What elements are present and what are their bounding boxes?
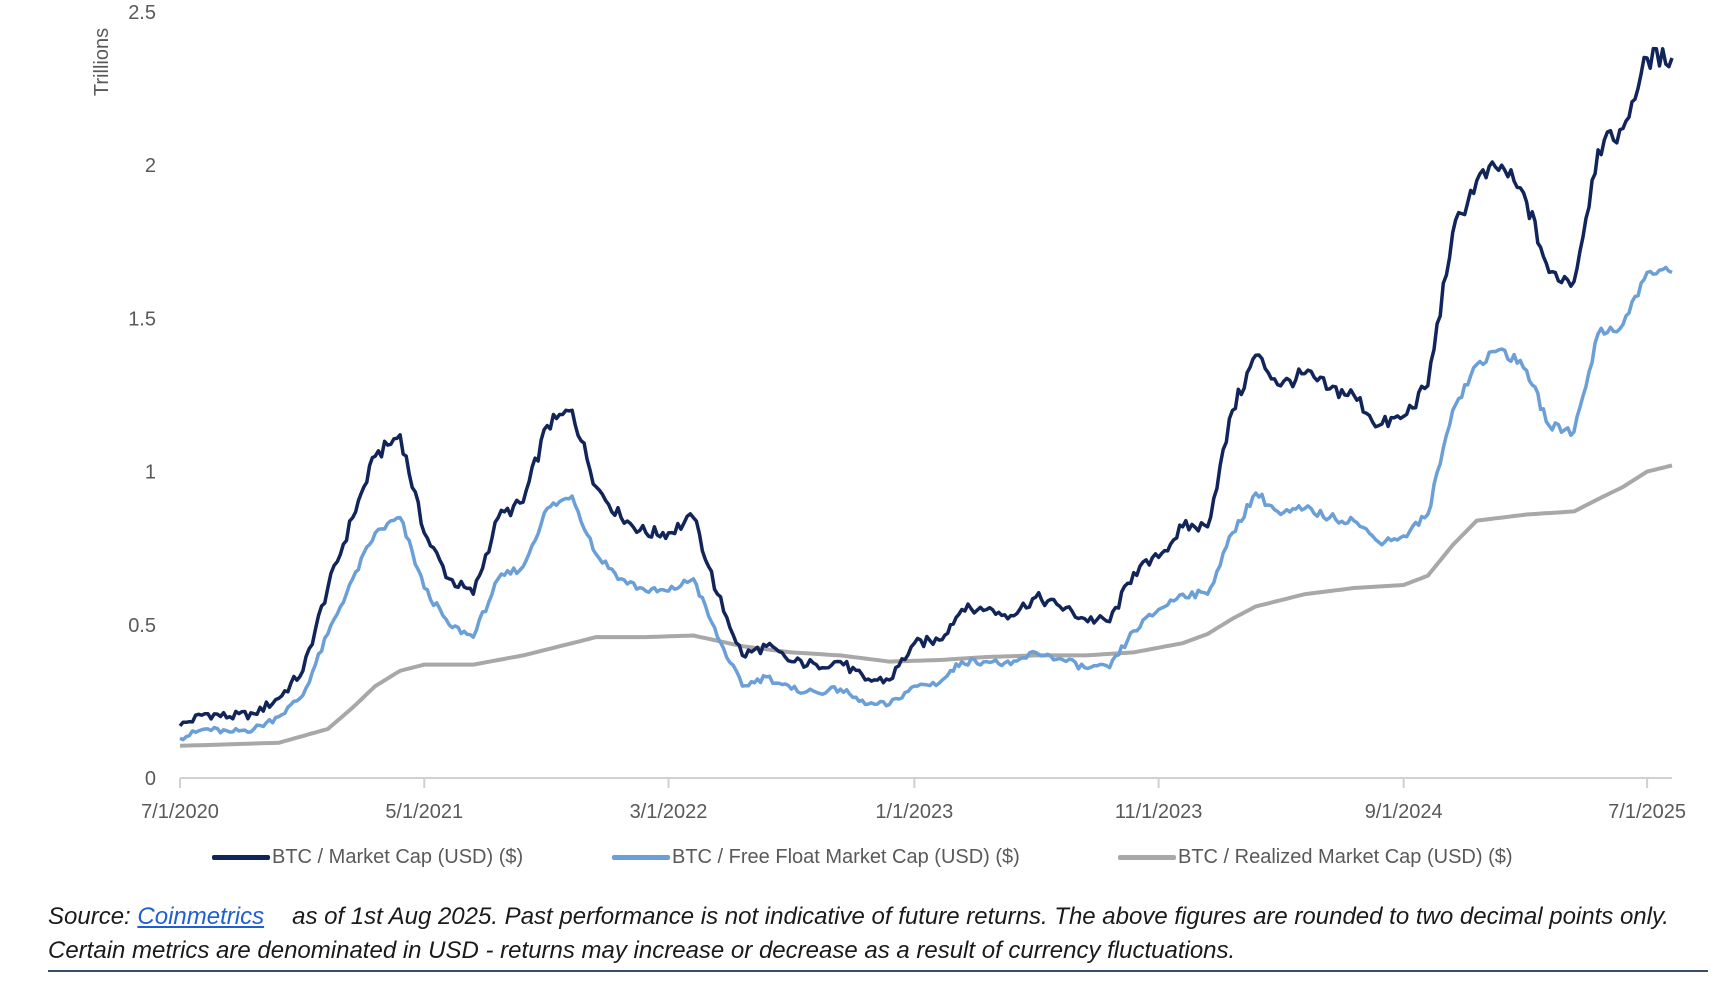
- series-line-realized-market-cap: [179, 463, 1673, 748]
- legend: BTC / Market Cap (USD) ($) BTC / Free Fl…: [0, 846, 1726, 882]
- legend-item-realized: BTC / Realized Market Cap (USD) ($): [1118, 846, 1513, 869]
- x-tick-label: 9/1/2024: [1365, 801, 1443, 823]
- y-axis: 0 0.5 1 1.5 2 2.5: [128, 2, 156, 790]
- legend-swatch-realized: [1118, 855, 1176, 860]
- x-tick-label: 7/1/2020: [141, 801, 219, 823]
- y-tick-label: 1.5: [128, 308, 156, 330]
- x-tick-label: 5/1/2021: [385, 801, 463, 823]
- source-text: as of 1st Aug 2025. Past performance is …: [48, 903, 1669, 964]
- y-tick-label: 0.5: [128, 615, 156, 637]
- source-prefix: Source:: [48, 903, 138, 930]
- legend-swatch-market-cap: [212, 855, 270, 860]
- y-tick-label: 2.5: [128, 2, 156, 24]
- legend-item-free-float: BTC / Free Float Market Cap (USD) ($): [612, 846, 1020, 869]
- series-layer: [178, 46, 1674, 748]
- y-axis-title: Trillions: [91, 28, 113, 96]
- x-tick-label: 11/1/2023: [1115, 801, 1203, 823]
- line-chart: Trillions 0 0.5 1 1.5 2 2.5 7/1/2020 5/1/2021 3…: [91, 2, 1686, 823]
- x-tick-label: 3/1/2022: [630, 801, 708, 823]
- series-line-market-cap: [178, 46, 1674, 728]
- series-line-free-float-market-cap: [179, 265, 1673, 742]
- y-tick-label: 2: [145, 155, 156, 177]
- y-tick-label: 0: [145, 768, 156, 790]
- y-tick-label: 1: [145, 462, 156, 484]
- x-tick-label: 7/1/2025: [1608, 801, 1686, 823]
- source-underline: [48, 970, 1708, 972]
- source-note: Source: Coinmetrics as of 1st Aug 2025. P…: [48, 900, 1708, 968]
- legend-label-realized: BTC / Realized Market Cap (USD) ($): [1178, 846, 1513, 868]
- source-link[interactable]: Coinmetrics: [137, 903, 265, 930]
- y-axis-title-group: Trillions: [91, 28, 113, 96]
- legend-swatch-free-float: [612, 855, 670, 860]
- x-axis: 7/1/2020 5/1/2021 3/1/2022 1/1/2023 11/1/202…: [141, 777, 1686, 823]
- legend-label-market-cap: BTC / Market Cap (USD) ($): [272, 846, 524, 868]
- legend-item-market-cap: BTC / Market Cap (USD) ($): [212, 846, 523, 869]
- legend-label-free-float: BTC / Free Float Market Cap (USD) ($): [672, 846, 1020, 868]
- x-tick-label: 1/1/2023: [875, 801, 953, 823]
